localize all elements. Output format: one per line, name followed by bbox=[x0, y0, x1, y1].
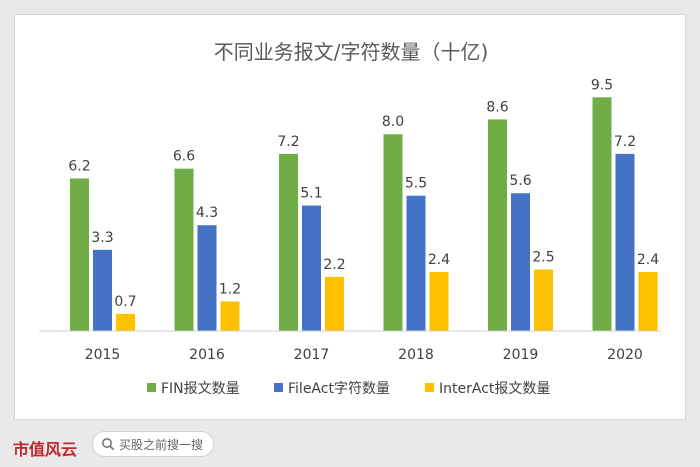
bar-2-2019 bbox=[511, 193, 530, 331]
bar-2-2020 bbox=[615, 153, 635, 331]
chart-title: 不同业务报文/字符数量（十亿) bbox=[214, 40, 489, 64]
data-label: 2.5 bbox=[532, 250, 554, 266]
data-label: 2.2 bbox=[323, 257, 345, 273]
data-label: 4.3 bbox=[196, 205, 218, 221]
bar-1-2020 bbox=[592, 97, 612, 331]
legend-label-2: FileAct字符数量 bbox=[288, 381, 390, 397]
x-tick-label: 2020 bbox=[607, 347, 643, 363]
search-box[interactable]: 买股之前搜一搜 bbox=[92, 431, 214, 457]
bar-1-2016 bbox=[174, 168, 194, 331]
data-label: 8.6 bbox=[486, 99, 508, 115]
x-tick-label: 2018 bbox=[398, 347, 434, 363]
data-label: 9.5 bbox=[591, 77, 613, 93]
bar-3-2020 bbox=[638, 271, 658, 331]
brand-logo: 市值风云 bbox=[13, 440, 78, 459]
bar-1-2017 bbox=[279, 153, 298, 331]
data-label: 2.4 bbox=[637, 252, 659, 268]
x-tick-label: 2017 bbox=[294, 347, 330, 363]
footer-bar: 市值风云 买股之前搜一搜 bbox=[0, 424, 700, 467]
legend-swatch-3 bbox=[425, 383, 434, 392]
search-icon bbox=[102, 438, 115, 451]
data-label: 5.6 bbox=[509, 173, 531, 189]
chart-card: 不同业务报文/字符数量（十亿) 6.2 3.3 0.7 6.6 4.3 1.2 7.2 5.1… bbox=[14, 14, 686, 420]
bar-3-2016 bbox=[220, 301, 240, 331]
data-label: 2.4 bbox=[428, 252, 450, 268]
data-label: 7.2 bbox=[277, 134, 299, 150]
search-placeholder: 买股之前搜一搜 bbox=[119, 438, 204, 452]
x-tick-label: 2015 bbox=[85, 347, 121, 363]
bar-2-2018 bbox=[406, 195, 426, 331]
data-label: 1.2 bbox=[219, 281, 241, 297]
data-label: 7.2 bbox=[614, 134, 636, 150]
legend-swatch-1 bbox=[147, 383, 156, 392]
legend-label-1: FIN报文数量 bbox=[161, 381, 240, 397]
data-label: 3.3 bbox=[91, 230, 113, 246]
bar-2-2016 bbox=[197, 225, 217, 331]
x-tick-label: 2016 bbox=[189, 347, 225, 363]
bar-3-2015 bbox=[116, 313, 135, 331]
bar-1-2018 bbox=[383, 134, 403, 331]
bar-3-2017 bbox=[325, 276, 344, 331]
legend-label-3: InterAct报文数量 bbox=[439, 381, 550, 397]
data-label: 8.0 bbox=[382, 114, 404, 130]
bar-1-2019 bbox=[488, 119, 507, 331]
data-label: 0.7 bbox=[114, 294, 136, 310]
bar-1-2015 bbox=[70, 178, 89, 331]
x-tick-label: 2019 bbox=[503, 347, 539, 363]
bar-3-2019 bbox=[534, 269, 553, 331]
bar-2-2017 bbox=[302, 205, 321, 331]
data-label: 5.5 bbox=[405, 176, 427, 192]
bar-3-2018 bbox=[429, 271, 449, 331]
data-label: 6.2 bbox=[68, 158, 90, 174]
bar-chart: 不同业务报文/字符数量（十亿) 6.2 3.3 0.7 6.6 4.3 1.2 7.2 5.1… bbox=[39, 40, 661, 397]
data-label: 5.1 bbox=[300, 186, 322, 202]
legend-swatch-2 bbox=[274, 383, 283, 392]
bar-2-2015 bbox=[93, 249, 112, 331]
data-label: 6.6 bbox=[173, 149, 195, 165]
